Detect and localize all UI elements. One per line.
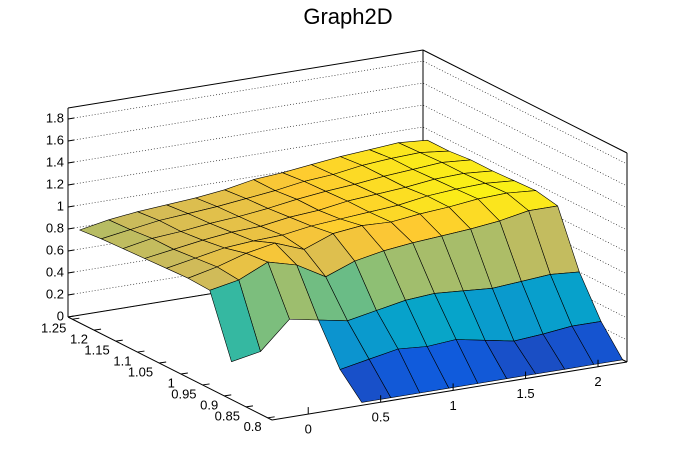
y-tick-label: 0.8 — [244, 419, 262, 434]
y-tick-label: 1 — [168, 375, 175, 390]
y-tick-label: 1.25 — [41, 321, 66, 336]
z-tick — [67, 139, 75, 142]
x-axis — [271, 361, 628, 421]
z-tick-label: 1.2 — [46, 176, 64, 191]
z-tick — [67, 117, 75, 120]
y-axis — [67, 316, 273, 421]
x-tick-label: 0 — [305, 422, 312, 437]
y-tick-label: 1.15 — [84, 343, 109, 358]
frame-line — [422, 49, 628, 154]
y-tick — [159, 361, 167, 364]
z-tick — [67, 227, 75, 230]
x-tick-label: 1 — [450, 398, 457, 413]
z-tick-label: 0.4 — [46, 264, 64, 279]
grid-line — [67, 60, 628, 165]
frame-line — [67, 49, 424, 109]
x-tick-label: 2 — [594, 374, 601, 389]
z-tick — [67, 161, 75, 164]
z-tick — [67, 183, 75, 186]
z-tick — [67, 249, 75, 252]
y-tick-label: 0.95 — [171, 386, 196, 401]
y-tick-label: 0.9 — [200, 397, 218, 412]
surface-cell — [209, 279, 261, 363]
chart-title: Graph2D — [303, 4, 392, 29]
y-tick — [245, 405, 254, 408]
y-tick — [267, 416, 275, 419]
z-tick-label: 0.2 — [46, 286, 64, 301]
z-tick-label: 1.4 — [46, 154, 64, 169]
z-tick — [67, 271, 75, 274]
y-tick — [224, 394, 232, 397]
y-tick — [202, 383, 210, 386]
z-tick — [67, 293, 75, 296]
y-tick-label: 0.85 — [215, 408, 240, 423]
z-tick-label: 1 — [57, 198, 64, 213]
y-tick — [115, 339, 123, 342]
x-tick-label: 0.5 — [372, 410, 390, 425]
y-tick — [72, 317, 80, 320]
x-tick-label: 1.5 — [517, 386, 535, 401]
y-tick — [137, 350, 145, 353]
y-tick-label: 1.2 — [70, 332, 88, 347]
y-tick-label: 1.05 — [128, 364, 153, 379]
y-tick — [93, 328, 102, 331]
z-tick-label: 0 — [57, 308, 64, 323]
y-tick-label: 1.1 — [113, 354, 131, 369]
z-tick — [67, 315, 75, 318]
z-tick — [67, 205, 75, 208]
y-tick — [180, 372, 188, 375]
z-tick-label: 0.8 — [46, 220, 64, 235]
z-tick-label: 0.6 — [46, 242, 64, 257]
z-tick-label: 1.8 — [46, 110, 64, 125]
z-tick-label: 1.6 — [46, 132, 64, 147]
